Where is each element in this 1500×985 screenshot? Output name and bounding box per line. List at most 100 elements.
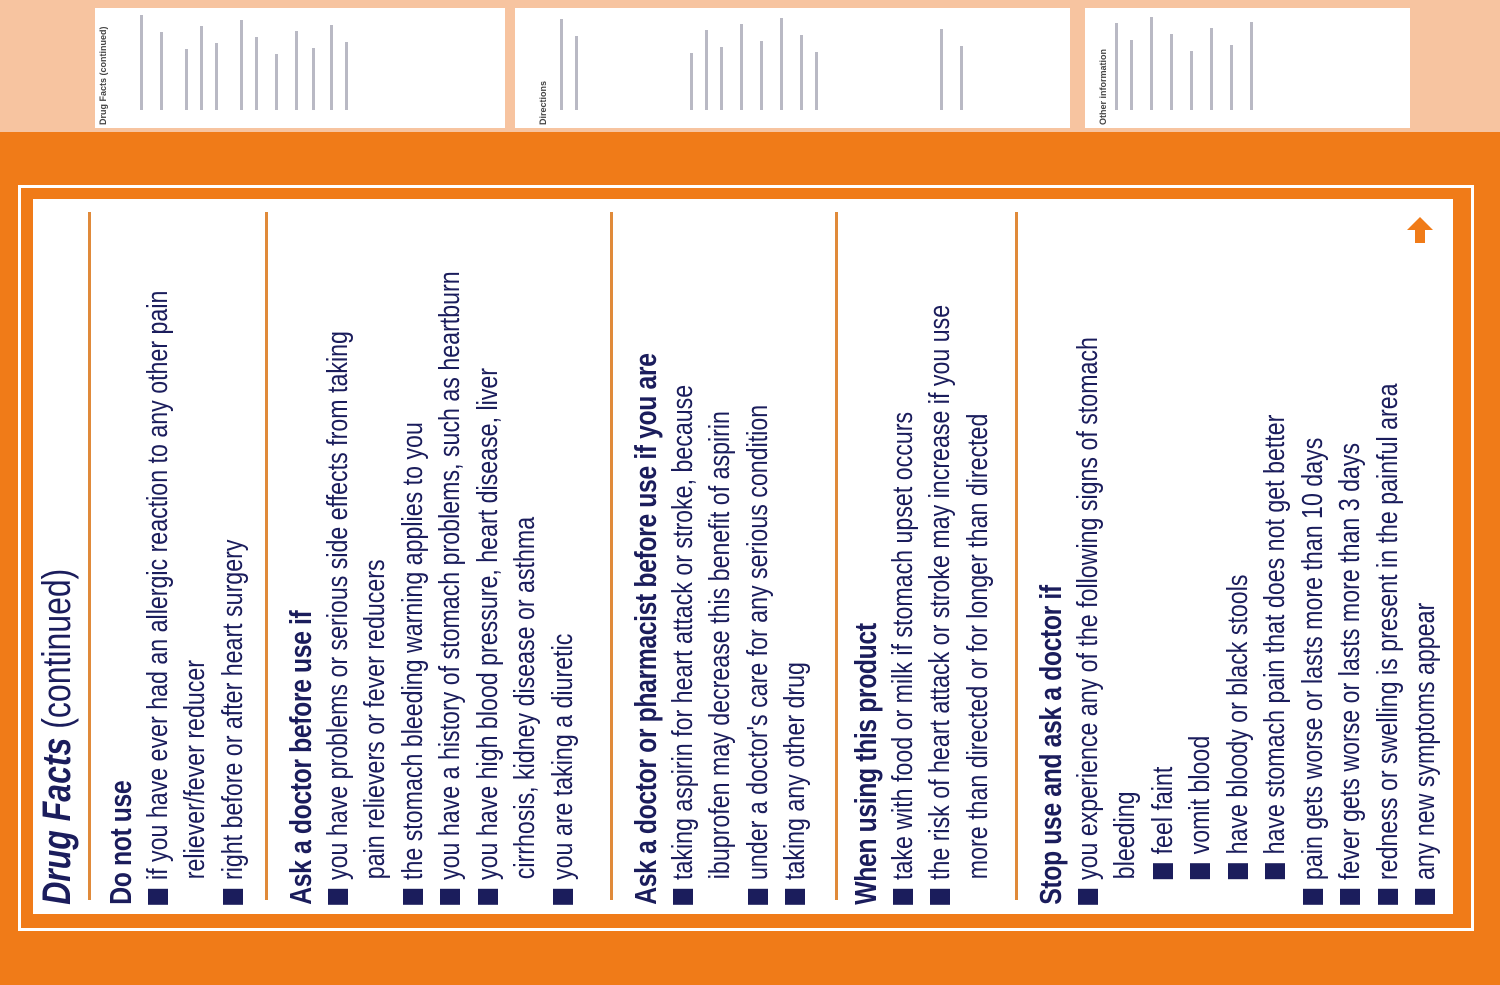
list-item-text: cirrhosis, kidney disease or asthma	[509, 516, 541, 880]
list-item: ibuprofen may decrease this benefit of a…	[702, 200, 740, 940]
list-item-text: ibuprofen may decrease this benefit of a…	[704, 411, 736, 880]
list-item: under a doctor's care for any serious co…	[740, 200, 778, 940]
list-item-text: take with food or milk if stomach upset …	[886, 411, 919, 880]
fine-print-line	[330, 25, 333, 110]
section-ask-doctor: Ask a doctor before use if you have probl…	[282, 200, 582, 940]
top-other-info-heading: Other information	[1098, 49, 1108, 125]
list-item: redness or swelling is present in the pa…	[1370, 200, 1408, 940]
fine-print-line	[705, 30, 708, 110]
bullet-square-icon	[1227, 863, 1248, 880]
section-stop-use: Stop use and ask a doctor if you experien…	[1032, 200, 1445, 940]
fine-print-line	[1210, 28, 1213, 110]
list-item-text: have bloody or black stools	[1221, 574, 1254, 855]
top-directions-heading: Directions	[538, 80, 548, 125]
list-item: feel faint	[1145, 200, 1183, 940]
list-item-text: right before or after heart surgery	[216, 539, 249, 880]
list-item-text: bleeding	[1109, 791, 1141, 880]
list-item-text: have stomach pain that does not get bett…	[1259, 414, 1291, 855]
section-ask-doctor-pharmacist: Ask a doctor or pharmacist before use if…	[627, 200, 815, 940]
bullet-square-icon	[147, 888, 168, 905]
list-item: reliever/fever reducer	[177, 200, 215, 940]
box-top-flap: Drug Facts (continued) Directions Other …	[0, 0, 1500, 135]
section-heading: When using this product	[848, 623, 883, 905]
fine-print-line	[140, 15, 143, 110]
fine-print-line	[1170, 34, 1173, 110]
divider	[88, 211, 91, 900]
fine-print-line	[780, 18, 783, 110]
list-item-text: if you have ever had an allergic reactio…	[141, 290, 174, 880]
fine-print-line	[940, 29, 943, 110]
divider	[835, 211, 838, 900]
bullet-square-icon	[440, 888, 460, 905]
bullet-square-icon	[892, 888, 913, 905]
title-continued: (continued)	[35, 568, 79, 738]
drug-facts-title: Drug Facts (continued)	[35, 200, 79, 940]
fine-print-line	[312, 48, 315, 110]
fine-print-line	[295, 31, 298, 110]
fine-print-line	[185, 49, 188, 110]
list-item-text: more than directed or for longer than di…	[961, 413, 994, 880]
fine-print-line	[720, 47, 723, 110]
bullet-square-icon	[1152, 863, 1173, 880]
bullet-square-icon	[672, 888, 693, 905]
fine-print-line	[275, 54, 278, 110]
list-item: pain relievers or fever reducers	[357, 200, 395, 940]
list-item: more than directed or for longer than di…	[960, 200, 998, 940]
fine-print-line	[215, 43, 218, 110]
list-item-text: redness or swelling is present in the pa…	[1371, 383, 1404, 880]
fine-print-line	[255, 37, 258, 110]
list-item-text: reliever/fever reducer	[179, 660, 211, 880]
list-item: you have problems or serious side effect…	[320, 200, 358, 940]
top-panel-other-info	[1085, 8, 1410, 128]
section-heading: Do not use	[103, 780, 138, 905]
list-item: have bloody or black stools	[1220, 200, 1258, 940]
fine-print-line	[815, 52, 818, 110]
list-item-text: feel faint	[1146, 766, 1179, 855]
fine-print-line	[1250, 22, 1253, 110]
list-item: vomit blood	[1182, 200, 1220, 940]
list-item-text: pain relievers or fever reducers	[359, 559, 391, 880]
divider	[610, 211, 613, 900]
list-item: taking aspirin for heart attack or strok…	[665, 200, 703, 940]
divider	[265, 211, 268, 900]
bullet-square-icon	[222, 888, 243, 905]
fine-print-line	[1150, 17, 1153, 110]
list-item: the risk of heart attack or stroke may i…	[922, 200, 960, 940]
section-when-using: When using this product take with food or…	[847, 200, 997, 940]
list-item-text: pain gets worse or lasts more than 10 da…	[1296, 437, 1329, 880]
list-item: take with food or milk if stomach upset …	[885, 200, 923, 940]
list-item-text: vomit blood	[1184, 735, 1216, 855]
fine-print-line	[690, 53, 693, 110]
title-bold: Drug Facts	[35, 737, 79, 905]
divider	[1015, 211, 1018, 900]
bullet-square-icon	[402, 888, 423, 905]
list-item: bleeding	[1107, 200, 1145, 940]
list-item-text: taking aspirin for heart attack or strok…	[666, 384, 699, 880]
section-heading: Ask a doctor before use if	[283, 610, 318, 905]
fine-print-line	[1130, 40, 1133, 110]
section-heading: Ask a doctor or pharmacist before use if…	[628, 353, 663, 905]
list-item-text: you have problems or serious side effect…	[321, 331, 354, 880]
list-item-text: under a doctor's care for any serious co…	[741, 404, 774, 880]
label-frame	[18, 185, 1474, 931]
section-heading: Stop use and ask a doctor if	[1033, 585, 1068, 905]
fine-print-line	[740, 24, 743, 110]
list-item: pain gets worse or lasts more than 10 da…	[1295, 200, 1333, 940]
list-item: if you have ever had an allergic reactio…	[140, 200, 178, 940]
fine-print-line	[960, 46, 963, 110]
list-item: the stomach bleeding warning applies to …	[395, 200, 433, 940]
list-item: you are taking a diuretic	[545, 200, 583, 940]
bullet-square-icon	[1077, 888, 1098, 905]
bullet-square-icon	[785, 888, 805, 905]
section-do-not-use: Do not use if you have ever had an allerg…	[102, 200, 252, 940]
list-item: cirrhosis, kidney disease or asthma	[507, 200, 545, 940]
fine-print-line	[160, 32, 163, 110]
list-item-text: the risk of heart attack or stroke may i…	[924, 304, 956, 880]
bullet-square-icon	[477, 888, 498, 905]
fine-print-line	[560, 19, 563, 110]
list-item-text: fever gets worse or lasts more than 3 da…	[1334, 442, 1366, 880]
list-item-text: you are taking a diuretic	[546, 633, 579, 880]
fine-print-line	[345, 42, 348, 110]
fine-print-line	[1190, 51, 1193, 110]
fine-print-line	[575, 36, 578, 110]
